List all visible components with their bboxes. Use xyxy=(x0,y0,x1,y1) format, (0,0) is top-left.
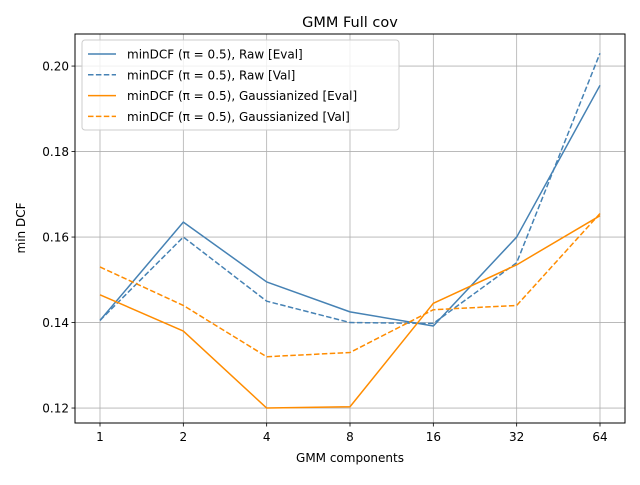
series-line xyxy=(99,213,601,358)
x-tick-label: 16 xyxy=(426,430,441,444)
x-tick-label: 32 xyxy=(509,430,524,444)
series-lines xyxy=(99,52,601,409)
chart-title: GMM Full cov xyxy=(302,15,398,31)
x-tick-label: 4 xyxy=(263,430,271,444)
y-tick-label: 0.12 xyxy=(42,402,69,416)
legend-label: minDCF (π = 0.5), Gaussianized [Eval] xyxy=(127,89,357,103)
series-line xyxy=(99,84,601,327)
x-axis-label: GMM components xyxy=(296,451,404,465)
y-tick-label: 0.16 xyxy=(42,231,69,245)
y-axis-ticks: 0.12 0.14 0.16 0.18 0.20 xyxy=(42,60,75,416)
legend-box xyxy=(81,39,400,131)
x-tick-label: 1 xyxy=(96,430,104,444)
y-axis-label: min DCF xyxy=(14,202,28,253)
y-tick-label: 0.20 xyxy=(42,60,69,74)
legend-label: minDCF (π = 0.5), Gaussianized [Val] xyxy=(127,110,350,124)
x-tick-label: 2 xyxy=(180,430,188,444)
y-tick-label: 0.18 xyxy=(42,145,69,159)
series-line xyxy=(99,52,601,325)
x-tick-label: 8 xyxy=(346,430,354,444)
legend-label: minDCF (π = 0.5), Raw [Eval] xyxy=(127,48,303,62)
x-tick-label: 64 xyxy=(592,430,607,444)
x-axis-ticks: 1 2 4 8 16 32 64 xyxy=(96,423,608,444)
series-line xyxy=(99,215,601,409)
y-tick-label: 0.14 xyxy=(42,316,69,330)
legend-label: minDCF (π = 0.5), Raw [Val] xyxy=(127,68,295,82)
legend: minDCF (π = 0.5), Raw [Eval] minDCF (π = … xyxy=(81,39,400,131)
